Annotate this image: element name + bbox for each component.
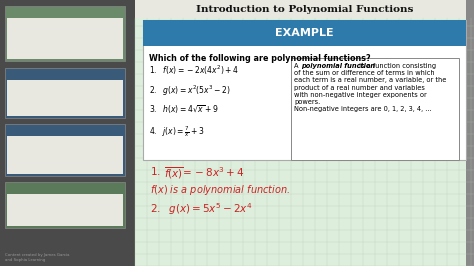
Bar [135, 18, 474, 266]
Bar [143, 20, 466, 46]
Bar [466, 0, 474, 266]
Text: Non-negative integers are 0, 1, 2, 3, 4, ...: Non-negative integers are 0, 1, 2, 3, 4,… [294, 106, 432, 112]
Bar [7, 80, 123, 116]
Bar [143, 20, 466, 160]
Text: Content created by James Garcia
and Sophia Learning: Content created by James Garcia and Soph… [5, 253, 70, 262]
Bar [5, 68, 125, 118]
Text: $\mathit{1.}$  $f(x) = -2x(4x^2) + 4$: $\mathit{1.}$ $f(x) = -2x(4x^2) + 4$ [149, 64, 239, 77]
Text: with non-negative integer exponents or: with non-negative integer exponents or [294, 92, 427, 98]
Bar [135, 0, 474, 18]
Bar [7, 194, 123, 226]
Bar [5, 182, 125, 228]
Bar [5, 124, 125, 176]
Text: $= -8x^3 + 4$: $= -8x^3 + 4$ [180, 165, 245, 179]
Text: Which of the following are polynomial functions?: Which of the following are polynomial fu… [149, 54, 371, 63]
Bar [7, 136, 123, 174]
Text: EXAMPLE: EXAMPLE [275, 28, 334, 38]
Text: each term is a real number, a variable, or the: each term is a real number, a variable, … [294, 77, 447, 84]
Text: is a function consisting: is a function consisting [357, 63, 436, 69]
Text: product of a real number and variables: product of a real number and variables [294, 85, 425, 91]
Text: $\mathit{4.}$  $j(x) = \frac{7}{x} + 3$: $\mathit{4.}$ $j(x) = \frac{7}{x} + 3$ [149, 124, 204, 139]
Text: $\overline{f(x)}$: $\overline{f(x)}$ [164, 165, 184, 181]
Text: $\mathit{2.}$  $g(x) = x^2(5x^3 - 2)$: $\mathit{2.}$ $g(x) = x^2(5x^3 - 2)$ [149, 84, 231, 98]
Text: polynomial function: polynomial function [301, 63, 375, 69]
Bar [291, 58, 459, 160]
Bar [0, 0, 135, 266]
Bar [5, 6, 125, 61]
Text: A: A [294, 63, 301, 69]
Text: $\mathit{2.\ \ g(x) = 5x^5 - 2x^4}$: $\mathit{2.\ \ g(x) = 5x^5 - 2x^4}$ [150, 201, 253, 217]
Bar [7, 18, 123, 59]
Text: Introduction to Polynomial Functions: Introduction to Polynomial Functions [196, 5, 413, 14]
Text: of the sum or difference of terms in which: of the sum or difference of terms in whi… [294, 70, 435, 76]
Text: $f(x)$ is a polynomial function.: $f(x)$ is a polynomial function. [150, 183, 290, 197]
Text: powers.: powers. [294, 99, 320, 105]
Text: $\mathit{3.}$  $h(x) = 4\sqrt{x} + 9$: $\mathit{3.}$ $h(x) = 4\sqrt{x} + 9$ [149, 104, 219, 117]
Text: $\mathit{1.}$: $\mathit{1.}$ [150, 165, 161, 177]
